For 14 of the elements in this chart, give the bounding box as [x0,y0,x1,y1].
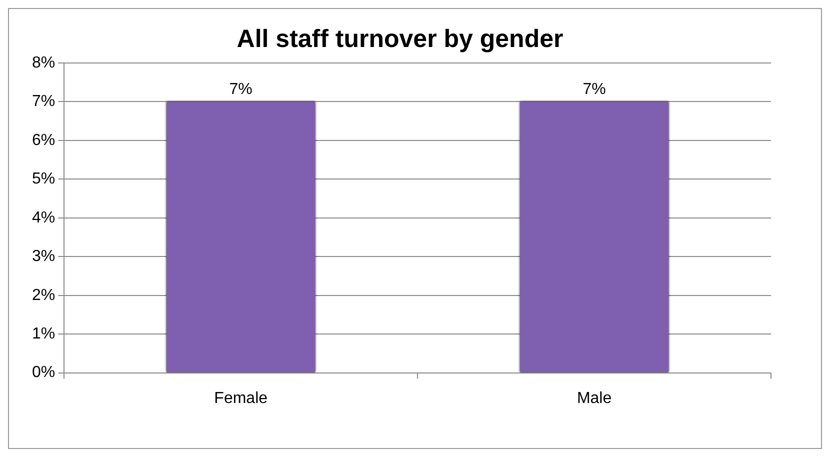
y-tick-label: 4% [32,209,56,226]
y-tick-label: 1% [32,325,56,342]
chart-title: All staff turnover by gender [236,24,564,53]
data-label: 7% [229,81,252,98]
data-label: 7% [582,81,606,98]
y-tick-label: 2% [32,286,56,304]
x-tick-label: Female [214,390,268,407]
y-tick-label: 5% [32,170,56,188]
y-tick-label: 8% [32,54,56,72]
y-tick-label: 0% [32,364,56,382]
y-tick-label: 6% [32,132,56,149]
y-tick-label: 7% [32,93,56,110]
y-tick-label: 3% [32,248,56,266]
x-tick-label: Male [576,390,612,407]
